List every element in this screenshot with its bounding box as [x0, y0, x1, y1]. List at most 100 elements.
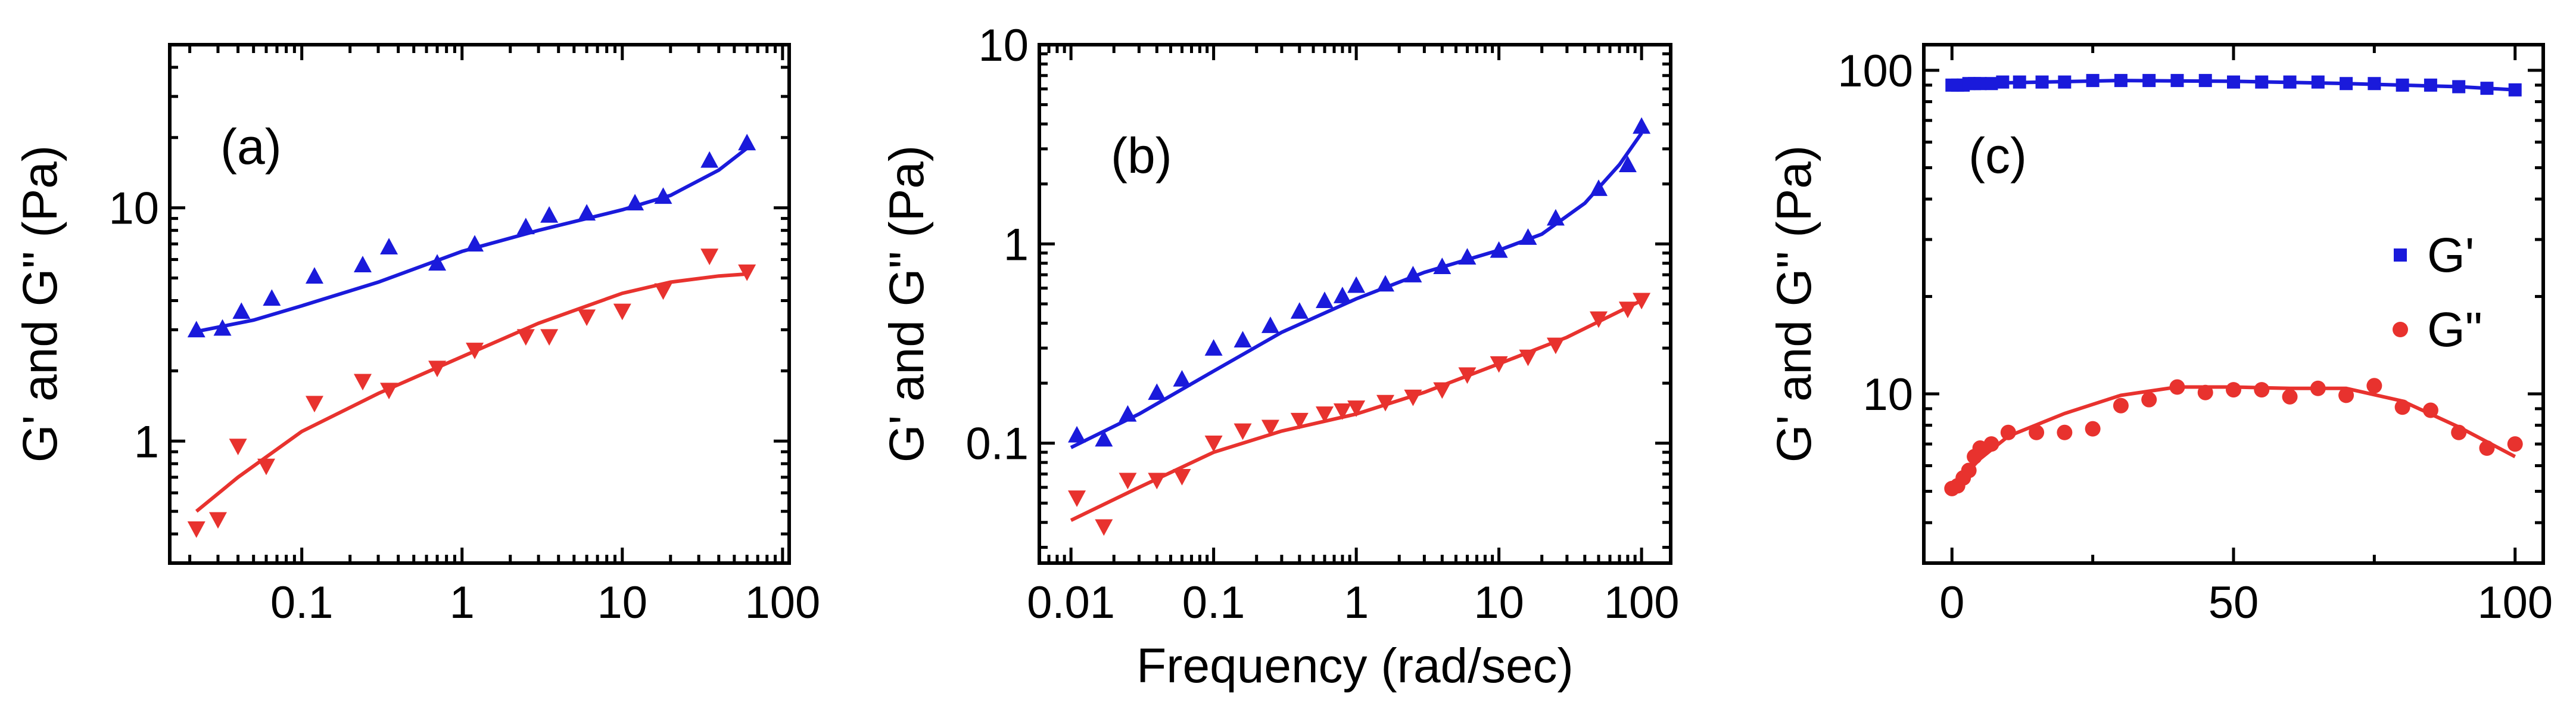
- data-point: [1333, 403, 1351, 420]
- data-point: [1261, 419, 1279, 437]
- x-tick-label: 10: [597, 577, 648, 628]
- data-point: [380, 383, 398, 400]
- data-point: [2338, 387, 2354, 403]
- data-point: [2227, 75, 2240, 89]
- series-gdouble: [1944, 378, 2523, 496]
- panel-2: 0.01 0.1 1 10 100 0.1 1 10 G' and G" (Pa) Frequen…: [880, 20, 1680, 693]
- data-point: [540, 329, 559, 346]
- series-gprime: [1068, 117, 1651, 449]
- data-point: [578, 309, 596, 327]
- data-point: [2368, 77, 2381, 91]
- y-tick-label: 100: [1837, 46, 1913, 97]
- y-tick-label: 10: [1862, 369, 1913, 420]
- x-tick-label: 0: [1939, 577, 1964, 628]
- x-tick-label: 50: [2209, 577, 2259, 628]
- data-point: [1961, 462, 1977, 478]
- data-point: [1068, 425, 1086, 443]
- data-point: [2396, 78, 2409, 92]
- fit-line: [196, 147, 749, 334]
- data-point: [1333, 287, 1351, 303]
- data-point: [2086, 74, 2100, 88]
- data-point: [2508, 83, 2522, 97]
- data-point: [1433, 382, 1451, 399]
- data-point: [1173, 468, 1191, 486]
- data-point: [1983, 436, 1999, 452]
- data-point: [2141, 391, 2157, 408]
- data-point: [1618, 156, 1637, 173]
- data-point: [738, 264, 756, 281]
- data-point: [2340, 77, 2353, 91]
- data-point: [2393, 322, 2408, 337]
- panel-3: 0 50 100 10 100 G' and G" (Pa) (c) G' G": [1767, 43, 2553, 628]
- data-point: [1404, 266, 1422, 282]
- series-gprime: [187, 133, 756, 338]
- data-point: [187, 321, 205, 338]
- x-tick-label: 10: [1474, 577, 1524, 628]
- data-point: [1404, 389, 1422, 406]
- data-point: [2394, 248, 2407, 262]
- data-point: [466, 343, 484, 359]
- series-gdouble: [187, 248, 756, 538]
- data-point: [1973, 77, 1987, 91]
- y-tick-label: 0.1: [965, 419, 1029, 470]
- x-axis-title: Frequency (rad/sec): [1136, 639, 1574, 693]
- data-point: [1148, 473, 1166, 490]
- x-tick-label: 0.1: [1182, 577, 1245, 628]
- data-point: [232, 302, 251, 319]
- data-point: [2422, 402, 2438, 418]
- data-point: [2035, 75, 2049, 89]
- data-point: [1204, 339, 1223, 356]
- data-point: [2507, 436, 2523, 452]
- data-point: [1546, 337, 1565, 355]
- data-point: [1290, 302, 1309, 319]
- x-tick-label: 100: [2477, 577, 2553, 628]
- data-point: [257, 458, 275, 476]
- data-point: [1315, 291, 1334, 309]
- data-point: [1234, 423, 1252, 440]
- series-gprime: [1945, 74, 2522, 97]
- data-point: [654, 187, 672, 204]
- x-tick-label: 1: [1344, 577, 1369, 628]
- data-point: [213, 319, 232, 336]
- data-point: [2198, 74, 2212, 88]
- data-point: [2170, 74, 2184, 88]
- data-point: [540, 206, 559, 223]
- data-point: [305, 267, 323, 284]
- data-point: [700, 151, 719, 168]
- data-point: [2226, 382, 2241, 398]
- data-point: [2480, 82, 2494, 95]
- plot-frame: [168, 43, 791, 565]
- panel-label: (a): [220, 119, 282, 175]
- data-point: [428, 254, 447, 271]
- data-point: [380, 238, 398, 255]
- data-point: [1519, 228, 1537, 245]
- data-point: [2057, 424, 2073, 440]
- data-point: [2197, 384, 2213, 400]
- panel-label: (b): [1111, 128, 1172, 184]
- data-point: [2283, 75, 2297, 89]
- x-tick-label: 100: [745, 577, 820, 628]
- data-point: [1095, 519, 1113, 536]
- data-point: [2058, 75, 2072, 89]
- x-tick-label: 0.1: [270, 577, 334, 628]
- y-tick-label: 10: [978, 20, 1029, 71]
- y-axis-title: G' and G" (Pa): [1767, 145, 1821, 462]
- data-point: [1173, 369, 1191, 387]
- data-point: [1433, 257, 1451, 275]
- data-point: [229, 439, 247, 455]
- data-point: [1119, 473, 1137, 490]
- data-point: [2366, 378, 2382, 394]
- data-point: [516, 217, 535, 235]
- data-point: [2029, 424, 2045, 440]
- x-tick-label: 1: [450, 577, 475, 628]
- data-point: [2310, 380, 2326, 396]
- data-point: [2282, 389, 2298, 405]
- x-tick-label: 0.01: [1027, 577, 1115, 628]
- data-point: [1315, 406, 1334, 423]
- data-point: [1204, 435, 1223, 452]
- data-point: [1376, 394, 1395, 412]
- data-point: [1633, 117, 1651, 134]
- data-point: [2394, 399, 2410, 415]
- data-point: [738, 133, 756, 151]
